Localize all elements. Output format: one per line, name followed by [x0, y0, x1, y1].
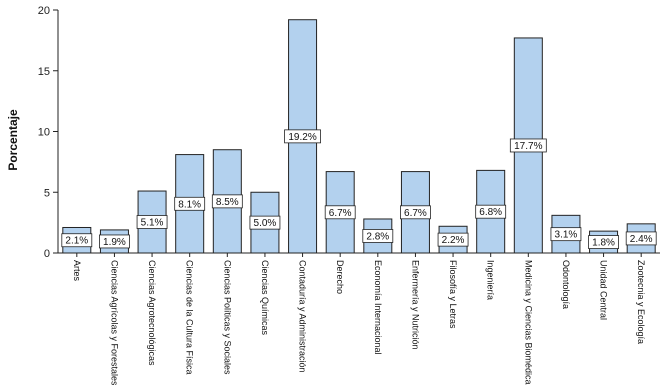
data-label: 6.7%: [329, 208, 352, 219]
category-label: Enfermería y Nutrición: [410, 260, 420, 350]
category-label: Ciencias Agrotecnológicas: [147, 260, 157, 366]
data-label: 3.1%: [555, 230, 578, 241]
data-label: 5.1%: [141, 218, 164, 229]
data-labels: 2.1% 1.9% 5.1% 8.1% 8.5% 5.0% 19.2% 6.7% 2.8% 6.7…: [61, 129, 657, 249]
category-label: Artes: [72, 260, 82, 282]
category-label: Ciencias Políticas y Sociales: [222, 260, 232, 375]
data-label: 17.7%: [514, 141, 542, 152]
data-label: 8.5%: [216, 197, 239, 208]
y-tick-label: 20: [38, 5, 50, 17]
data-label-box: [509, 138, 547, 153]
data-label-box: [211, 194, 243, 209]
data-label: 19.2%: [288, 132, 316, 143]
data-label-box: [437, 232, 469, 247]
data-label: 6.7%: [404, 208, 427, 219]
data-label-box: [99, 234, 130, 249]
y-tick-label: 0: [44, 248, 50, 260]
category-label: Filosofía y Letras: [448, 260, 458, 329]
category-label: Contaduría y Administración: [298, 260, 308, 373]
y-tick-label: 5: [44, 187, 50, 199]
data-label-box: [400, 205, 431, 220]
data-label: 5.0%: [254, 218, 277, 229]
data-label-box: [550, 227, 582, 242]
category-label: Ciencias Químicas: [260, 260, 270, 336]
category-label: Zootecnia y Ecología: [636, 260, 646, 344]
category-label: Ingeniería: [486, 260, 496, 300]
data-label-box: [174, 196, 206, 211]
y-tick-label: 15: [38, 66, 50, 78]
data-label-box: [61, 233, 93, 248]
category-label: Medicina y Ciencias Biomédicas: [523, 260, 533, 385]
data-label: 2.8%: [366, 231, 389, 242]
data-label: 1.8%: [592, 238, 615, 249]
data-label-box: [284, 129, 321, 144]
y-tick-label: 10: [38, 127, 50, 139]
data-label: 1.9%: [103, 237, 126, 248]
data-label: 8.1%: [178, 199, 201, 210]
data-label-box: [475, 204, 507, 219]
category-label: Ciencias de la Cultura Física: [185, 260, 195, 375]
data-label-box: [324, 205, 356, 220]
y-axis-label: Porcentaje: [6, 109, 20, 171]
data-label: 2.2%: [442, 235, 465, 246]
data-label-box: [136, 215, 168, 229]
data-label-box: [588, 235, 619, 249]
category-label: Unidad Central: [599, 260, 609, 320]
category-labels: Artes Ciencias Agrícolas y Forestales Cien…: [72, 260, 646, 385]
data-label: 2.1%: [65, 236, 88, 247]
data-label: 6.8%: [479, 207, 502, 218]
category-label: Ciencias Agrícolas y Forestales: [109, 260, 119, 385]
data-label-box: [249, 215, 281, 230]
data-label-box: [625, 231, 657, 246]
category-label: Economía Internacional: [373, 260, 383, 355]
data-label: 2.4%: [630, 234, 653, 245]
category-label: Odontología: [561, 260, 571, 309]
data-label-box: [362, 229, 394, 243]
category-label: Derecho: [335, 260, 345, 294]
